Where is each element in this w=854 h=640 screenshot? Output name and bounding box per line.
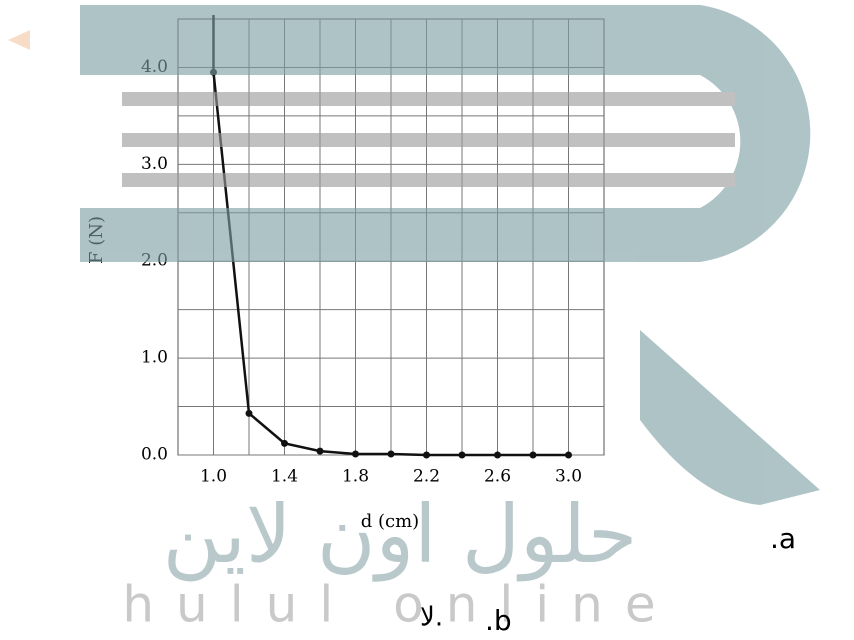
data-point — [246, 410, 253, 417]
x-tick-label: 1.0 — [200, 467, 227, 487]
data-point — [530, 452, 537, 459]
data-point — [352, 451, 359, 458]
stripe — [122, 133, 735, 147]
watermark-arabic: حلول اون لاين — [163, 488, 638, 582]
stripe — [122, 173, 735, 187]
data-point — [459, 452, 466, 459]
logo-shape — [640, 330, 820, 505]
option-label: .b — [485, 604, 512, 637]
x-tick-label: 1.8 — [342, 467, 369, 487]
x-tick-label: 3.0 — [555, 467, 582, 487]
y-tick-label: 1.0 — [141, 348, 168, 368]
page: {"chart_data":{"type":"line","x_label":"… — [0, 0, 854, 640]
x-tick-label: 2.2 — [413, 467, 440, 487]
option-text: لا. — [420, 603, 443, 633]
data-point — [565, 452, 572, 459]
y-tick-label: 0.0 — [141, 445, 168, 465]
data-point — [494, 452, 501, 459]
x-tick-label: 1.4 — [271, 467, 298, 487]
data-point — [388, 451, 395, 458]
stripe — [122, 92, 735, 106]
y-tick-label: 3.0 — [141, 154, 168, 174]
x-tick-label: 2.6 — [484, 467, 511, 487]
arrow-icon — [8, 30, 30, 50]
watermark-latin: hulul online — [122, 576, 677, 634]
option-label: .a — [770, 522, 796, 555]
data-point — [423, 452, 430, 459]
data-point — [281, 440, 288, 447]
screenshot: 1.01.41.82.22.63.00.01.02.03.04.0d (cm)F… — [0, 0, 854, 640]
watermark: حلول اون لاين hulul online — [8, 5, 820, 634]
data-point — [317, 448, 324, 455]
